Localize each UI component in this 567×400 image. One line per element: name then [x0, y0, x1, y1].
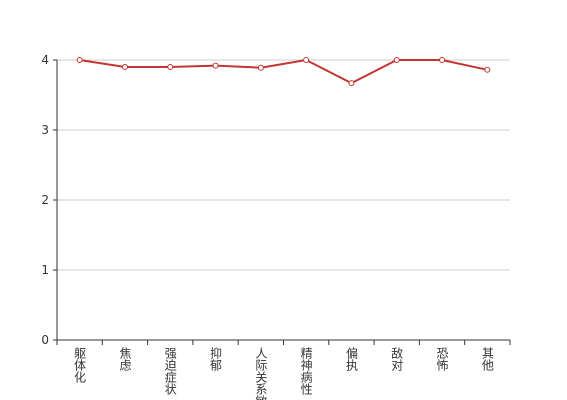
x-tick-label: 偏执: [344, 346, 358, 372]
x-tick-label: 恐怖: [435, 347, 449, 371]
y-tick-label: 1: [41, 263, 49, 277]
point: [121, 64, 128, 70]
point: [348, 80, 355, 87]
point: [484, 66, 491, 73]
x-tick-label: 抑郁: [209, 346, 223, 372]
y-tick-label: 3: [41, 123, 49, 137]
y-tick-label: 2: [41, 193, 49, 207]
y-tick-label: 0: [41, 333, 49, 347]
x-tick-label: 人际关系敏感: [254, 347, 268, 400]
x-tick-label: 焦虑: [118, 347, 132, 371]
point: [167, 64, 174, 70]
y-tick-label: 4: [41, 53, 49, 67]
x-tick-label: 强迫症状: [163, 347, 177, 395]
x-tick-label: 其他: [480, 347, 494, 371]
point: [257, 64, 264, 71]
x-tick-label: 精神病性: [299, 347, 313, 396]
x-tick-label: 敌对: [390, 346, 404, 371]
line: [79, 58, 488, 85]
x-tick-label: 躯体化: [73, 346, 87, 384]
point: [212, 62, 219, 69]
point: [439, 57, 446, 63]
point: [76, 57, 83, 63]
point: [393, 57, 400, 63]
point: [303, 57, 310, 63]
